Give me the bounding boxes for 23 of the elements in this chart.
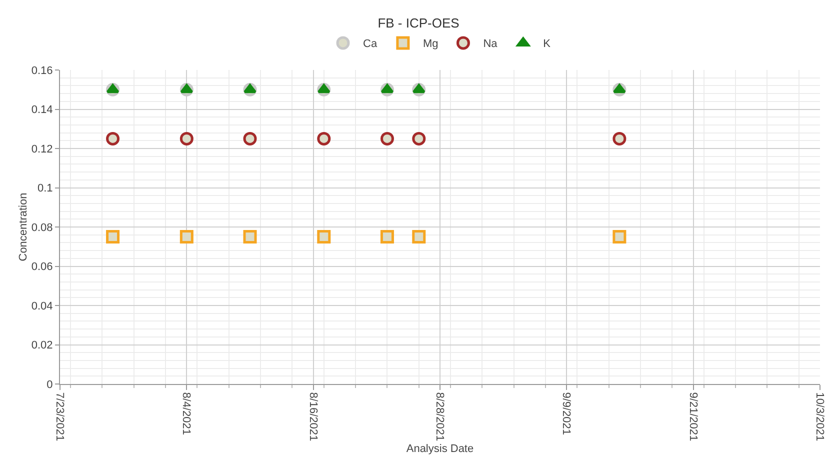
legend-label: Ca <box>363 38 378 50</box>
x-tick-label: 8/16/2021 <box>306 392 319 442</box>
x-tick-label: 7/23/2021 <box>53 392 66 442</box>
y-tick-label: 0.12 <box>31 143 53 156</box>
y-tick-label: 0.06 <box>31 261 53 274</box>
x-tick-label: 10/3/2021 <box>813 392 826 442</box>
y-tick-label: 0.02 <box>31 340 53 352</box>
y-tick-label: 0.04 <box>31 300 53 312</box>
y-tick-label: 0.1 <box>38 182 53 195</box>
legend-label: Mg <box>422 38 438 50</box>
y-axis-title: Concentration <box>17 192 30 262</box>
legend-label: Na <box>483 38 498 50</box>
x-tick-label: 9/21/2021 <box>686 392 699 442</box>
y-tick-label: 0.08 <box>31 222 53 234</box>
legend-label: K <box>543 38 552 50</box>
y-tick-label: 0.14 <box>31 104 53 116</box>
x-axis-title: Analysis Date <box>406 443 474 456</box>
x-tick-label: 9/9/2021 <box>560 392 572 436</box>
chart-title: FB - ICP-OES <box>378 16 460 31</box>
y-tick-label: 0.16 <box>31 64 53 77</box>
y-tick-label: 0 <box>46 378 53 391</box>
x-tick-label: 8/28/2021 <box>433 392 446 442</box>
x-tick-label: 8/4/2021 <box>180 392 192 436</box>
